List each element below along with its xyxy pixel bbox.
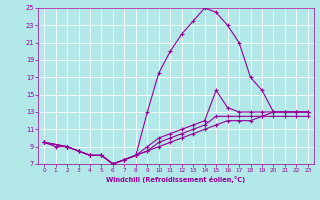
X-axis label: Windchill (Refroidissement éolien,°C): Windchill (Refroidissement éolien,°C) bbox=[106, 176, 246, 183]
